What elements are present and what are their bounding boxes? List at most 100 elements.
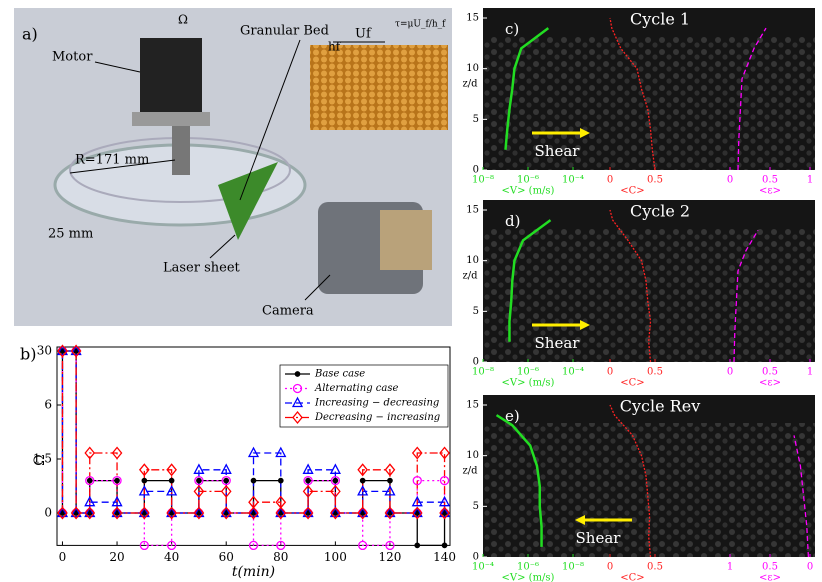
point	[411, 446, 423, 460]
x-axis-label: <ε>	[759, 573, 781, 582]
profile-line	[508, 219, 552, 342]
point	[111, 495, 123, 507]
point	[166, 485, 178, 496]
pointer	[69, 159, 176, 174]
point	[112, 475, 122, 486]
point	[275, 446, 287, 458]
point	[438, 495, 451, 507]
x-tick-label: 0	[607, 562, 613, 573]
x-tick-label: 10⁻⁴	[472, 562, 494, 573]
x-tick-label: 10⁻⁸	[472, 175, 494, 186]
y-tick-label: 15	[466, 13, 479, 24]
point	[275, 506, 287, 518]
pointer	[94, 61, 141, 73]
shear-label: Shear	[535, 142, 581, 160]
profile-line	[609, 209, 652, 363]
point	[139, 540, 149, 551]
point	[57, 344, 68, 358]
point	[84, 506, 96, 518]
point	[114, 477, 120, 484]
point	[193, 506, 205, 518]
point	[305, 477, 311, 484]
point	[84, 506, 96, 520]
point	[439, 446, 450, 460]
x-axis-label: <C>	[620, 186, 644, 197]
point	[138, 485, 150, 496]
point	[193, 506, 205, 520]
legend-marker	[292, 383, 303, 394]
y-tick-label: 30	[37, 344, 52, 358]
point	[439, 475, 450, 486]
point	[57, 506, 68, 520]
width-label: 25 mm	[48, 227, 93, 242]
panel-label: e)	[505, 407, 520, 425]
point	[168, 477, 175, 484]
x-tick-label: 100	[324, 550, 347, 564]
point	[384, 506, 396, 520]
point	[357, 506, 369, 520]
image-texture	[483, 36, 815, 170]
point	[166, 506, 177, 520]
profile-line	[793, 435, 810, 558]
point	[302, 506, 314, 520]
y-tick-label: 0	[473, 165, 479, 176]
pointer	[209, 234, 236, 259]
point	[385, 540, 395, 551]
profile-line	[609, 17, 656, 171]
x-tick-label: 10⁻⁶	[517, 175, 539, 186]
x-tick-label: 1	[807, 367, 813, 378]
point	[439, 506, 450, 520]
point	[330, 484, 341, 498]
legend-marker	[294, 371, 301, 377]
legend-label: Decreasing − increasing	[314, 412, 440, 423]
x-tick-label: 60	[219, 550, 234, 564]
x-tick-label: 20	[109, 550, 124, 564]
point	[441, 542, 448, 549]
y-tick-label: 1.5	[33, 452, 52, 466]
point	[193, 484, 205, 498]
profile-line	[609, 404, 652, 558]
profile-line	[733, 229, 759, 363]
point	[56, 506, 69, 518]
y-tick-label: 10	[466, 255, 479, 266]
profile-line	[737, 27, 767, 171]
legend-marker	[292, 410, 303, 425]
x-tick-label: 10⁻⁴	[562, 367, 584, 378]
motor-mount	[132, 112, 210, 126]
shear-arrowhead	[580, 320, 590, 330]
bed-label: Granular Bed	[240, 24, 329, 39]
point	[141, 477, 148, 484]
hf-label: hf	[328, 40, 342, 54]
x-tick-label: 10⁻⁸	[472, 367, 494, 378]
panel-label: c)	[505, 20, 519, 38]
camera-lens	[380, 210, 432, 270]
point	[384, 485, 396, 496]
y-tick-label: 0	[44, 506, 52, 520]
x-tick-label: 0	[607, 175, 613, 186]
point	[220, 506, 232, 520]
x-tick-label: 10⁻⁸	[562, 562, 584, 573]
point	[166, 463, 177, 477]
legend-marker	[291, 396, 304, 408]
legend-label: Increasing − decreasing	[314, 398, 439, 409]
motor-body	[140, 38, 202, 120]
point	[358, 540, 368, 551]
point	[247, 446, 260, 458]
x-tick-label: 1	[807, 175, 813, 186]
point	[302, 463, 314, 474]
point	[111, 446, 123, 460]
point	[384, 506, 396, 518]
point	[196, 477, 202, 484]
x-tick-label: 40	[164, 550, 179, 564]
y-tick-label: 5	[473, 114, 479, 125]
point	[411, 495, 423, 507]
x-axis-label: t(min)	[232, 564, 275, 580]
x-axis-label: <V> (m/s)	[502, 378, 555, 389]
point	[84, 446, 96, 460]
radius-label: R=171 mm	[75, 153, 149, 168]
x-tick-label: 1	[727, 562, 733, 573]
x-tick-label: 0	[807, 562, 813, 573]
point	[223, 477, 230, 484]
point	[70, 506, 82, 520]
